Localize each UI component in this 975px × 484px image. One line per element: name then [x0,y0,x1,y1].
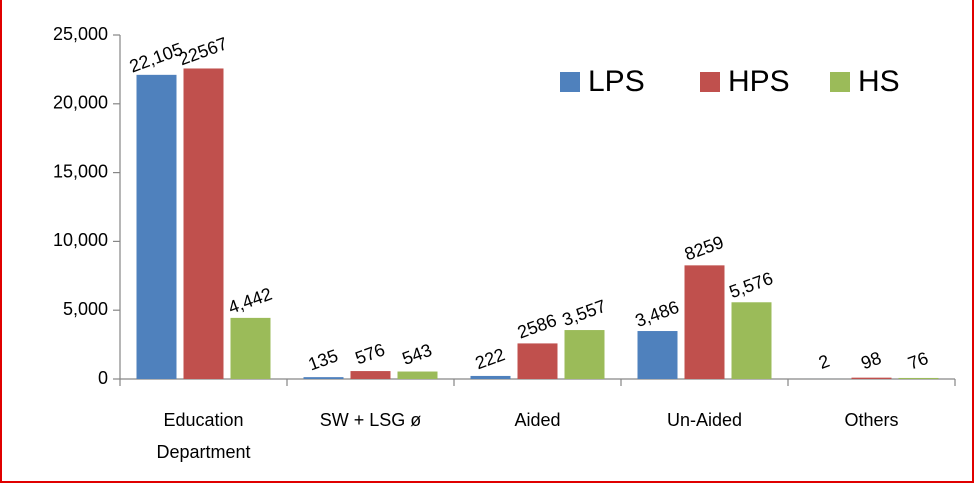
value-label: 22567 [176,33,230,69]
bar [851,377,892,379]
bar [517,343,558,379]
bar [350,371,391,379]
value-label: 8259 [682,232,726,264]
bar [564,330,605,379]
value-label: 222 [473,344,508,373]
value-label: 3,557 [559,296,608,330]
y-tick-label: 20,000 [53,93,108,113]
bar [684,265,725,379]
legend-label: LPS [588,65,645,98]
value-label: 76 [905,348,931,374]
y-tick-label: 15,000 [53,161,108,181]
value-label: 135 [306,345,341,374]
legend-swatch [560,72,580,92]
bar [303,377,344,379]
value-label: 5,576 [726,268,775,302]
bar [397,371,438,379]
value-label: 98 [858,348,884,374]
bar [136,74,177,379]
legend-swatch [700,72,720,92]
value-label: 22,105 [127,39,186,77]
bar [470,375,511,379]
bar [898,377,939,379]
x-tick-label: Un-Aided [667,410,742,430]
y-tick-label: 25,000 [53,24,108,44]
value-label: 4,442 [225,284,274,318]
value-label: 2586 [515,310,559,342]
legend-label: HS [858,65,900,98]
x-tick-label: Others [844,410,898,430]
bar [183,68,224,379]
value-label: 2 [816,351,832,373]
y-tick-label: 0 [98,368,108,388]
x-tick-label: SW + LSG ø [320,410,422,430]
value-label: 576 [353,339,388,368]
x-tick-label: Aided [514,410,560,430]
value-label: 3,486 [632,297,681,331]
x-tick-label: Education Department [156,410,250,462]
value-label: 543 [400,340,435,369]
bar [230,317,271,379]
legend-swatch [830,72,850,92]
bar [637,331,678,379]
legend-label: HPS [728,65,790,98]
y-tick-label: 5,000 [63,299,108,319]
y-tick-label: 10,000 [53,230,108,250]
bar [731,302,772,379]
